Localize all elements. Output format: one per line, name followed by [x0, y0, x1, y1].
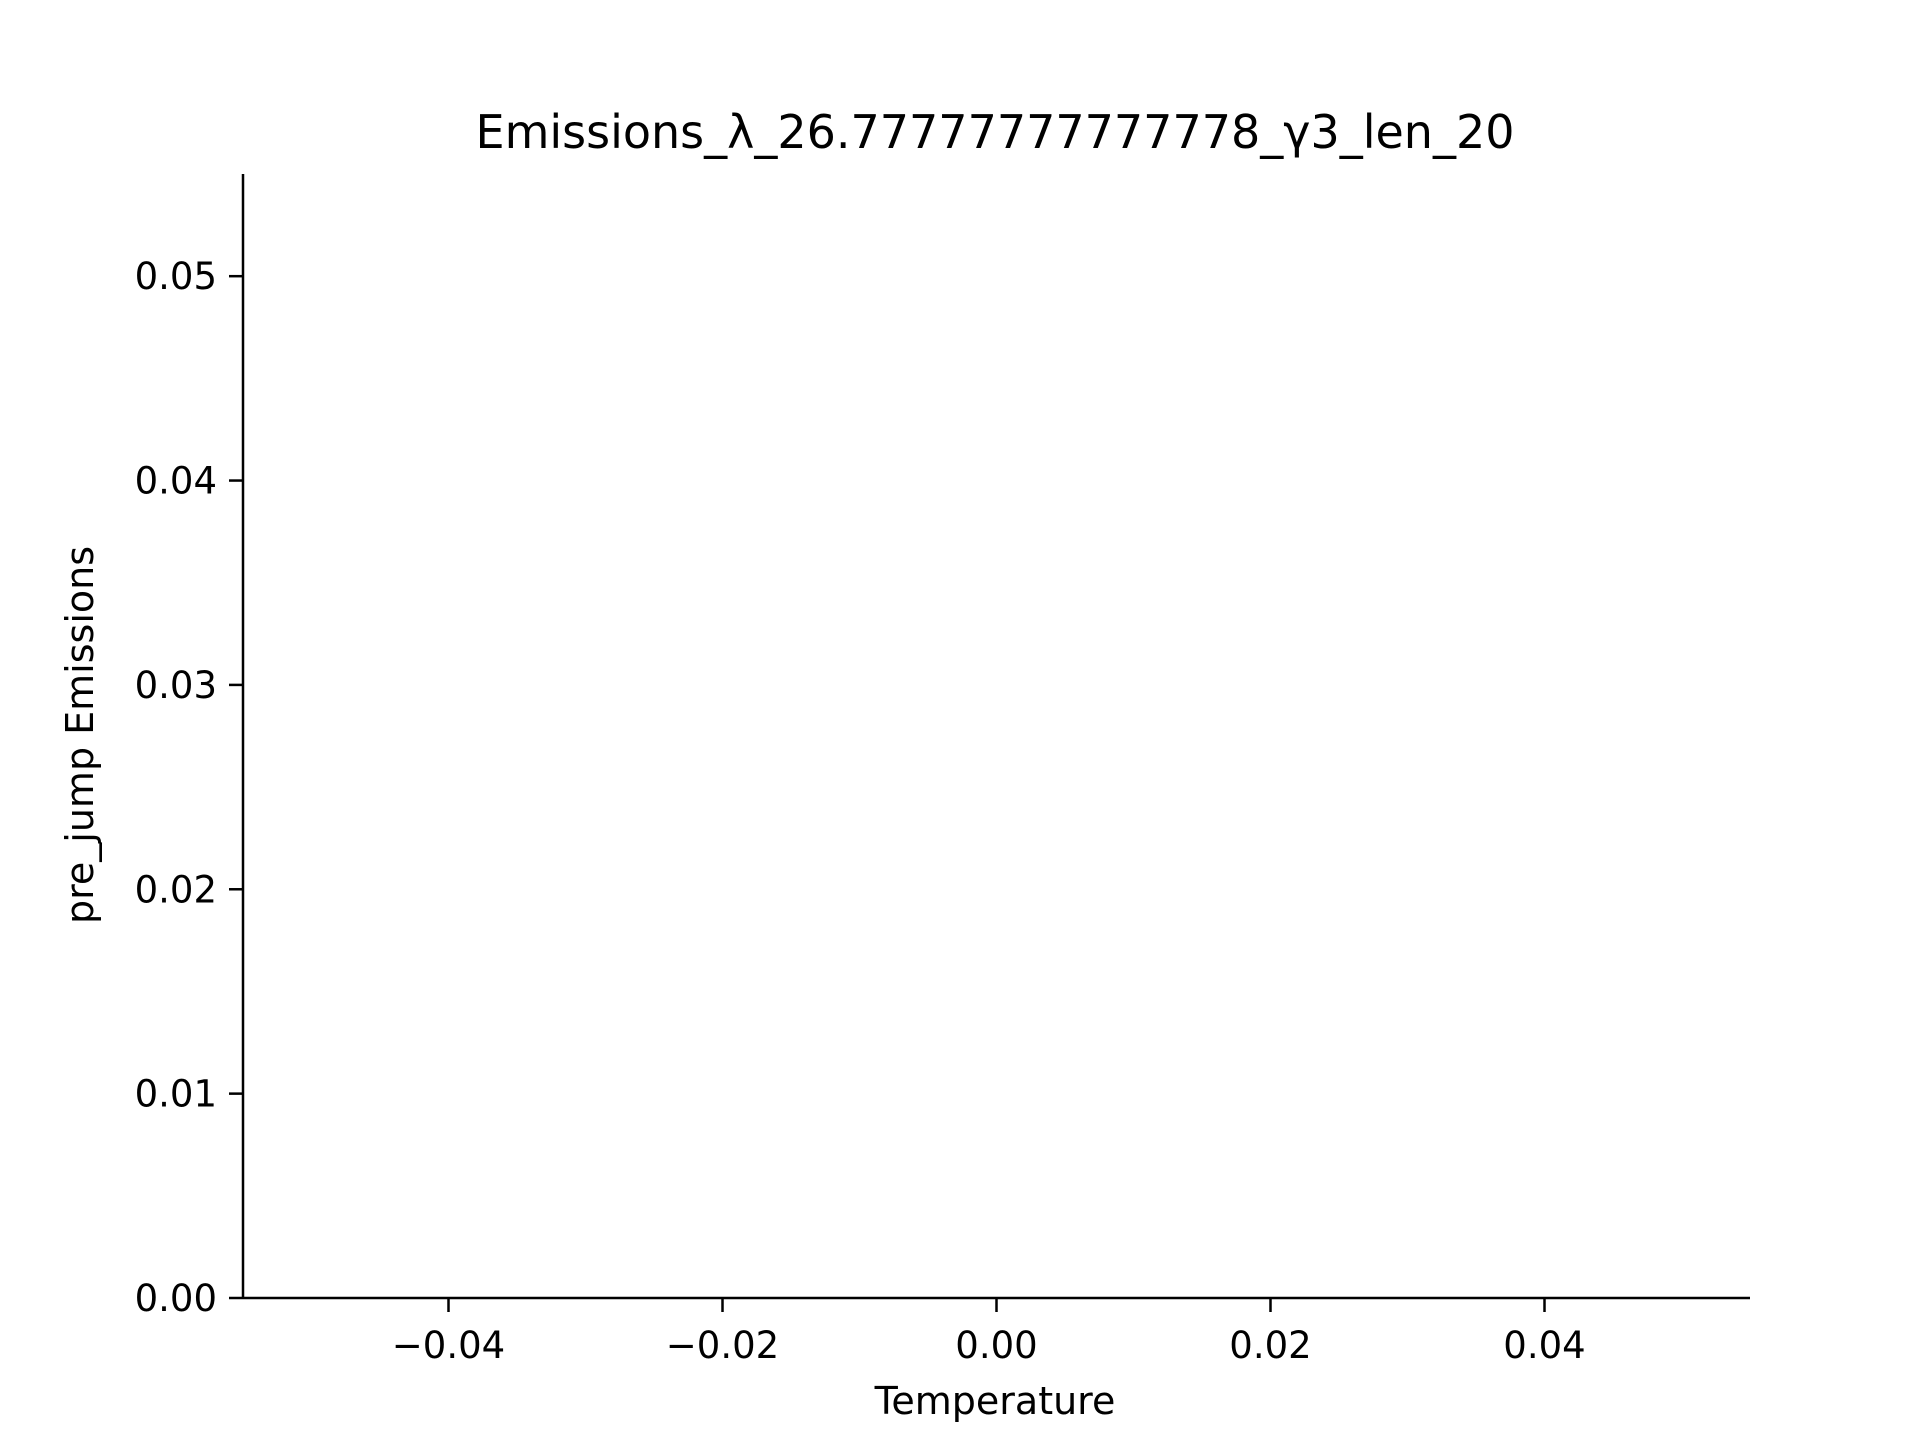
- x-tick-label: −0.04: [392, 1324, 505, 1367]
- x-tick-label: −0.02: [666, 1324, 779, 1367]
- x-tick-label: 0.00: [955, 1324, 1037, 1367]
- plot-area: −0.04 −0.02 0.00 0.02 0.04 0.000.010.020.030…: [135, 174, 1750, 1367]
- y-tick-label: 0.00: [135, 1277, 217, 1320]
- x-tick-label: 0.04: [1503, 1324, 1585, 1367]
- y-tick-label: 0.02: [135, 868, 217, 911]
- y-tick-label: 0.05: [135, 255, 217, 298]
- y-tick-label: 0.04: [135, 460, 217, 503]
- x-axis-ticks: −0.04 −0.02 0.00 0.02 0.04: [392, 1298, 1586, 1367]
- y-tick-label: 0.03: [135, 664, 217, 707]
- x-tick-label: 0.02: [1229, 1324, 1311, 1367]
- y-axis-ticks: 0.00 0.01 0.02 0.03 0.04 0.05: [135, 255, 243, 1320]
- y-axis-label: pre_jump Emissions: [58, 546, 102, 924]
- y-tick-label: 0.01: [135, 1073, 217, 1116]
- chart-title: Emissions_λ_26.77777777777778_γ3_len_20: [476, 105, 1515, 159]
- x-axis-label: Temperature: [874, 1379, 1116, 1423]
